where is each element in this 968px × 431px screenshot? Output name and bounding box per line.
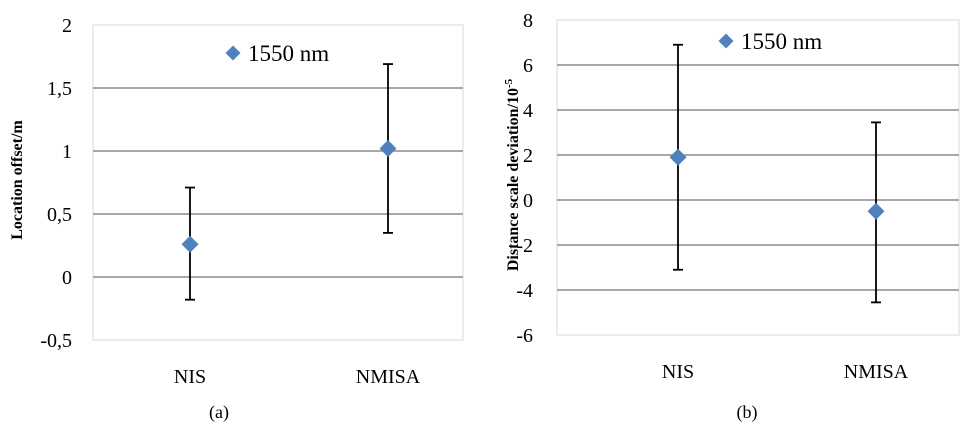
data-point	[181, 235, 199, 253]
data-point	[379, 139, 397, 157]
y-axis-label: Location offset/m	[9, 120, 26, 240]
chart-panel-b: -6 -4 -2 0 2 4 6 8 NIS NMISA 1550 nm Distance sc…	[503, 10, 960, 423]
x-tick-labels: NIS NMISA	[662, 361, 909, 383]
data-points	[669, 148, 885, 220]
y-axis-label-superscript: -5	[503, 78, 515, 88]
legend-marker	[718, 33, 734, 49]
error-bars	[673, 43, 881, 304]
legend-label: 1550 nm	[248, 41, 329, 66]
y-tick-labels: -6 -4 -2 0 2 4 6 8	[516, 10, 533, 347]
y-tick-label: 8	[523, 10, 533, 32]
x-tick-label: NMISA	[844, 361, 909, 383]
y-axis-label: Distance scale deviation/10-5	[503, 78, 522, 271]
data-points	[181, 139, 397, 253]
panel-label: (a)	[209, 402, 229, 423]
plot-area-frame	[556, 19, 960, 336]
y-tick-label: -4	[516, 280, 533, 302]
legend: 1550 nm	[718, 29, 822, 54]
y-tick-label: 1,5	[47, 78, 72, 100]
chart-panel-a: -0,5 0 0,5 1 1,5 2 NIS NMISA 1550 nm Location …	[9, 15, 464, 423]
panel-label: (b)	[737, 402, 758, 423]
gridlines	[557, 64, 959, 291]
y-tick-label: 2	[62, 15, 72, 37]
y-tick-label: 0	[62, 267, 72, 289]
y-tick-label: 1	[62, 141, 72, 163]
y-tick-label: -2	[516, 235, 533, 257]
gridlines	[93, 87, 463, 278]
y-tick-labels: -0,5 0 0,5 1 1,5 2	[40, 15, 72, 352]
legend-marker	[225, 45, 241, 61]
plot-area-frame	[92, 24, 464, 341]
y-tick-label: 2	[523, 145, 533, 167]
y-tick-label: -6	[516, 325, 533, 347]
x-tick-label: NIS	[174, 366, 206, 388]
y-tick-label: 0,5	[47, 204, 72, 226]
x-tick-labels: NIS NMISA	[174, 366, 421, 388]
y-tick-label: 6	[523, 55, 533, 77]
data-point	[669, 148, 687, 166]
legend-label: 1550 nm	[741, 29, 822, 54]
y-tick-label: -0,5	[40, 330, 72, 352]
data-point	[867, 202, 885, 220]
y-axis-label-text: Distance scale deviation/10	[505, 88, 522, 271]
x-tick-label: NIS	[662, 361, 694, 383]
y-tick-label: 0	[523, 190, 533, 212]
error-bars	[185, 63, 393, 301]
legend: 1550 nm	[225, 41, 329, 66]
y-tick-label: 4	[523, 100, 533, 122]
x-tick-label: NMISA	[356, 366, 421, 388]
